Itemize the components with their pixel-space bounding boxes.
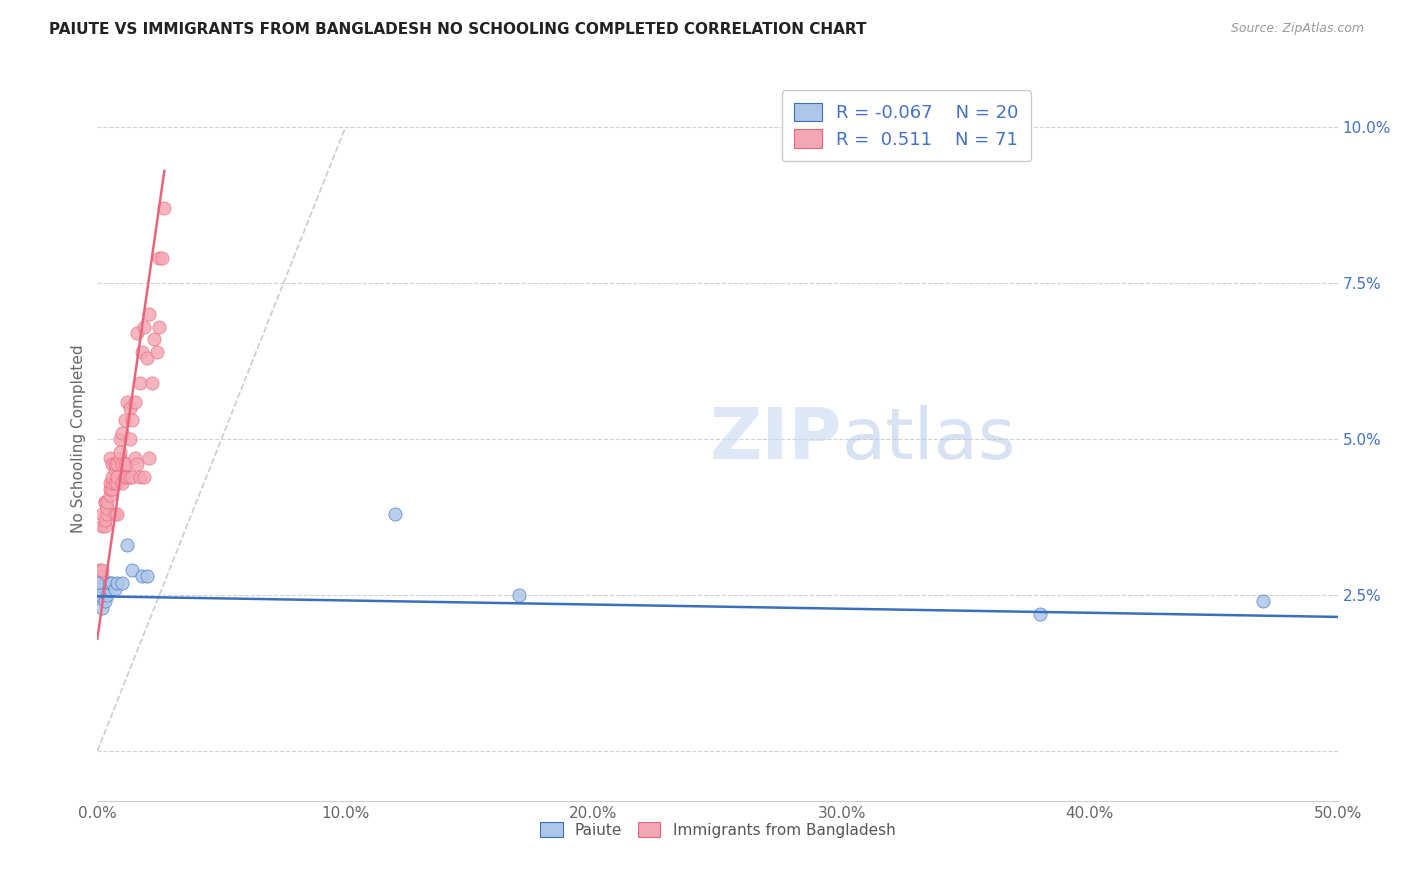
Text: PAIUTE VS IMMIGRANTS FROM BANGLADESH NO SCHOOLING COMPLETED CORRELATION CHART: PAIUTE VS IMMIGRANTS FROM BANGLADESH NO … bbox=[49, 22, 866, 37]
Point bbox=[101, 575, 124, 590]
Point bbox=[96, 494, 118, 508]
Point bbox=[96, 588, 118, 602]
Point bbox=[131, 344, 153, 359]
Point bbox=[105, 475, 128, 490]
Point bbox=[94, 519, 117, 533]
Y-axis label: No Schooling Completed: No Schooling Completed bbox=[72, 345, 86, 533]
Point bbox=[508, 588, 530, 602]
Text: atlas: atlas bbox=[842, 405, 1017, 474]
Point bbox=[131, 569, 153, 583]
Point bbox=[86, 588, 108, 602]
Point bbox=[108, 432, 131, 446]
Point bbox=[104, 507, 127, 521]
Point bbox=[114, 469, 136, 483]
Point bbox=[104, 463, 127, 477]
Point bbox=[104, 582, 127, 596]
Point bbox=[115, 538, 138, 552]
Point bbox=[118, 469, 141, 483]
Point bbox=[94, 494, 117, 508]
Point bbox=[108, 444, 131, 458]
Point bbox=[1253, 594, 1275, 608]
Point bbox=[153, 202, 176, 216]
Point bbox=[89, 588, 111, 602]
Legend: Paiute, Immigrants from Bangladesh: Paiute, Immigrants from Bangladesh bbox=[534, 815, 901, 844]
Point bbox=[141, 376, 163, 390]
Point bbox=[111, 425, 134, 440]
Point bbox=[96, 500, 118, 515]
Point bbox=[114, 457, 136, 471]
Point bbox=[105, 507, 128, 521]
Point bbox=[89, 582, 111, 596]
Point bbox=[146, 344, 169, 359]
Point bbox=[86, 582, 108, 596]
Point bbox=[101, 482, 124, 496]
Point bbox=[134, 319, 156, 334]
Point bbox=[115, 457, 138, 471]
Point bbox=[124, 394, 146, 409]
Point bbox=[118, 432, 141, 446]
Point bbox=[384, 507, 406, 521]
Point bbox=[86, 582, 108, 596]
Point bbox=[101, 457, 124, 471]
Point bbox=[89, 563, 111, 577]
Point bbox=[136, 569, 159, 583]
Point bbox=[105, 457, 128, 471]
Point bbox=[124, 450, 146, 465]
Point bbox=[114, 413, 136, 427]
Point bbox=[98, 575, 121, 590]
Point bbox=[89, 588, 111, 602]
Point bbox=[111, 457, 134, 471]
Point bbox=[128, 376, 150, 390]
Point bbox=[86, 569, 108, 583]
Point bbox=[111, 575, 134, 590]
Point bbox=[91, 600, 114, 615]
Point bbox=[98, 482, 121, 496]
Point bbox=[121, 563, 143, 577]
Point bbox=[98, 450, 121, 465]
Point bbox=[121, 413, 143, 427]
Point bbox=[143, 332, 166, 346]
Point bbox=[98, 582, 121, 596]
Point bbox=[91, 507, 114, 521]
Point bbox=[125, 457, 148, 471]
Point bbox=[138, 307, 160, 321]
Text: Source: ZipAtlas.com: Source: ZipAtlas.com bbox=[1230, 22, 1364, 36]
Point bbox=[89, 569, 111, 583]
Point bbox=[94, 513, 117, 527]
Point bbox=[115, 394, 138, 409]
Point bbox=[86, 575, 108, 590]
Point bbox=[111, 475, 134, 490]
Point bbox=[136, 351, 159, 365]
Point bbox=[96, 507, 118, 521]
Point bbox=[148, 252, 170, 266]
Point bbox=[94, 494, 117, 508]
Point bbox=[91, 563, 114, 577]
Point bbox=[98, 475, 121, 490]
Point bbox=[86, 582, 108, 596]
Text: ZIP: ZIP bbox=[710, 405, 842, 474]
Point bbox=[1029, 607, 1052, 621]
Point bbox=[105, 469, 128, 483]
Point bbox=[91, 519, 114, 533]
Point bbox=[115, 469, 138, 483]
Point bbox=[94, 594, 117, 608]
Point bbox=[91, 569, 114, 583]
Point bbox=[104, 475, 127, 490]
Point bbox=[108, 450, 131, 465]
Point bbox=[138, 450, 160, 465]
Point bbox=[118, 401, 141, 415]
Point bbox=[125, 326, 148, 340]
Point bbox=[128, 469, 150, 483]
Point bbox=[104, 457, 127, 471]
Point bbox=[101, 469, 124, 483]
Point bbox=[121, 469, 143, 483]
Point bbox=[148, 319, 170, 334]
Point bbox=[134, 469, 156, 483]
Point bbox=[98, 488, 121, 502]
Point bbox=[105, 575, 128, 590]
Point bbox=[150, 252, 173, 266]
Point bbox=[101, 475, 124, 490]
